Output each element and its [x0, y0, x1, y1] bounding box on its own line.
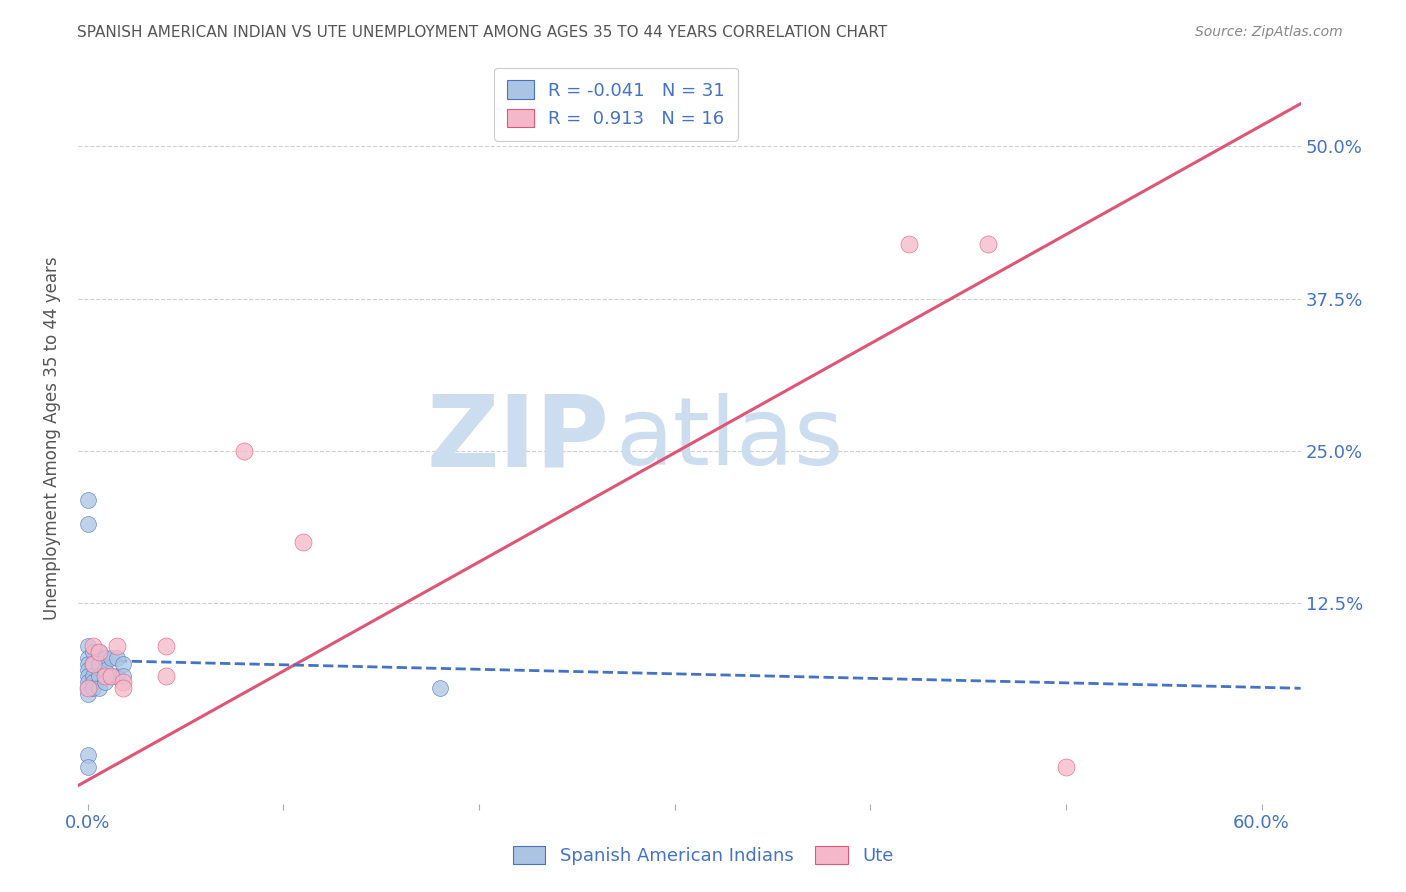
Point [89, 645, 111, 659]
Y-axis label: Unemployment Among Ages 35 to 44 years: Unemployment Among Ages 35 to 44 years [44, 257, 60, 621]
Point [111, 657, 134, 671]
Point [94, 675, 117, 690]
Text: atlas: atlas [616, 392, 844, 484]
Point [82, 681, 104, 696]
Point [94, 650, 117, 665]
Text: ZIP: ZIP [427, 390, 610, 487]
Point [76, 675, 98, 690]
Point [76, 663, 98, 677]
Point [89, 669, 111, 683]
Point [82, 669, 104, 683]
Point [94, 663, 117, 677]
Point [76, 516, 98, 531]
Point [898, 236, 921, 251]
Text: Source: ZipAtlas.com: Source: ZipAtlas.com [1195, 25, 1343, 39]
Point [76, 687, 98, 701]
Text: SPANISH AMERICAN INDIAN VS UTE UNEMPLOYMENT AMONG AGES 35 TO 44 YEARS CORRELATIO: SPANISH AMERICAN INDIAN VS UTE UNEMPLOYM… [77, 25, 887, 40]
Point [76, 492, 98, 507]
Legend: Spanish American Indians, Ute: Spanish American Indians, Ute [502, 835, 904, 876]
Point [76, 669, 98, 683]
Point [429, 681, 451, 696]
Point [89, 681, 111, 696]
Point [76, 657, 98, 671]
Point [82, 675, 104, 690]
Point [105, 650, 128, 665]
Point [89, 645, 111, 659]
Legend: R = -0.041   N = 31, R =  0.913   N = 16: R = -0.041 N = 31, R = 0.913 N = 16 [494, 68, 738, 141]
Point [89, 657, 111, 671]
Point [100, 650, 122, 665]
Point [111, 669, 134, 683]
Point [111, 675, 134, 690]
Point [976, 236, 998, 251]
Point [1054, 760, 1077, 774]
Point [82, 657, 104, 671]
Point [100, 669, 122, 683]
Point [82, 645, 104, 659]
Point [111, 681, 134, 696]
Point [155, 639, 177, 653]
Point [82, 657, 104, 671]
Point [76, 681, 98, 696]
Point [76, 650, 98, 665]
Point [76, 748, 98, 763]
Point [76, 639, 98, 653]
Point [76, 760, 98, 774]
Point [105, 639, 128, 653]
Point [82, 639, 104, 653]
Point [291, 535, 314, 549]
Point [105, 669, 128, 683]
Point [233, 443, 256, 458]
Point [94, 669, 117, 683]
Point [76, 681, 98, 696]
Point [100, 669, 122, 683]
Point [155, 669, 177, 683]
